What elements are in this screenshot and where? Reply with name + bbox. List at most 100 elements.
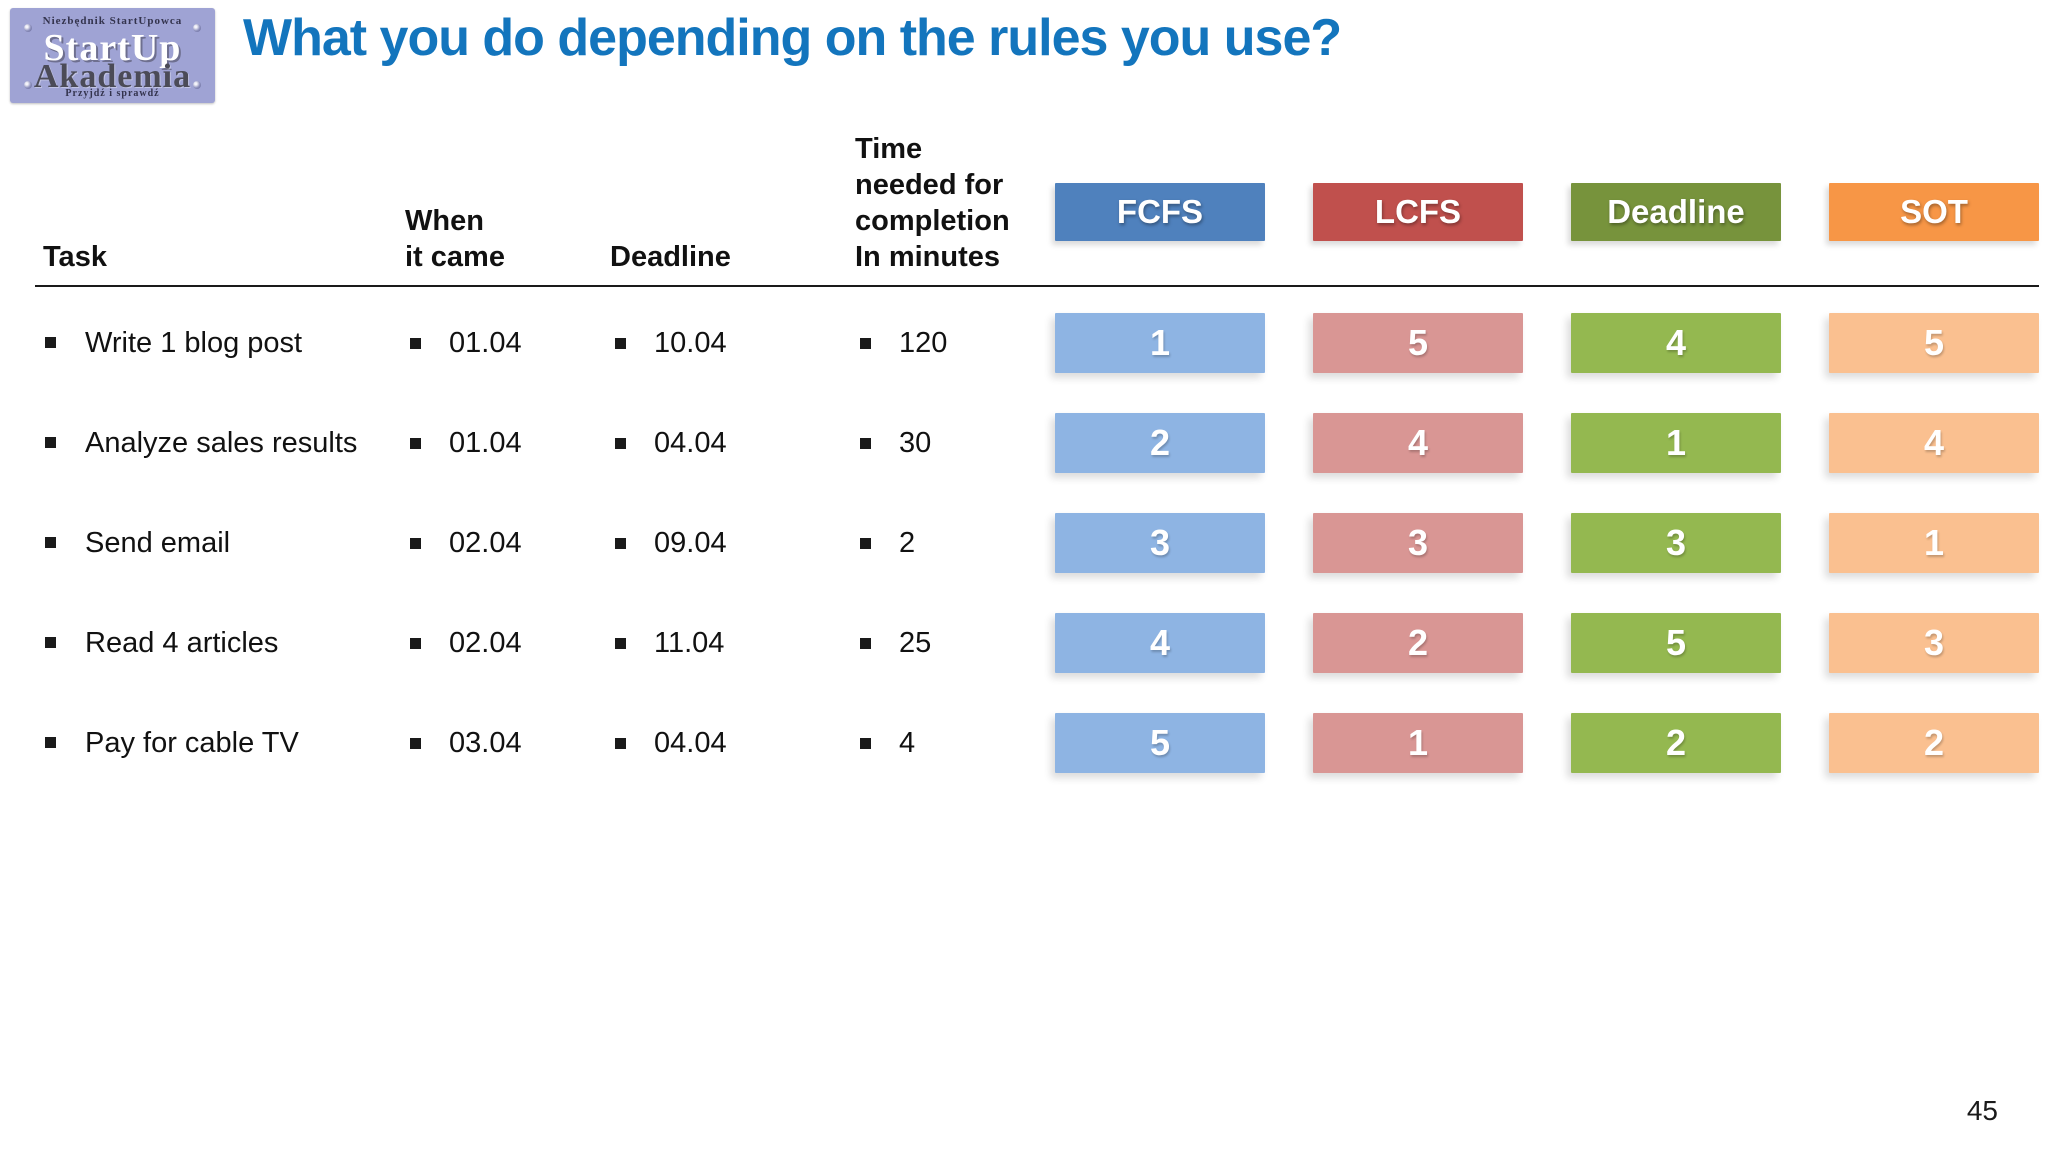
minutes-value: 4 [899,727,916,759]
when-it-came-cell: 01.04 [405,422,610,464]
sot-rank-badge: 2 [1829,713,2039,773]
minutes-cell: 25 [855,622,1055,664]
rule-header-cell: LCFS [1313,183,1571,285]
sot-rank-badge: 3 [1829,613,2039,673]
task-label: Read 4 articles [85,627,279,659]
column-header-task: Task [43,241,107,273]
bullet-square-icon [860,338,871,349]
rank-cell: 3 [1829,613,2039,673]
when-it-came-value: 02.04 [449,627,522,659]
rank-cell: 4 [1313,413,1571,473]
minutes-cell: 4 [855,722,1055,764]
rank-cell: 4 [1055,613,1313,673]
slide-title: What you do depending on the rules you u… [243,9,1342,67]
rule-header-fcfs: FCFS [1055,183,1265,241]
deadline-cell: 10.04 [610,322,855,364]
sot-rank-badge: 5 [1829,313,2039,373]
task-label: Analyze sales results [85,427,358,459]
bullet-square-icon [410,338,421,349]
header-time-line3: completion [855,205,1010,237]
rule-header-cell: SOT [1829,183,2039,285]
rank-cell: 5 [1055,713,1313,773]
bullet-square-icon [860,538,871,549]
deadline-value: 09.04 [654,527,727,559]
bullet-square-icon [45,637,56,648]
bullet-square-icon [45,337,56,348]
table-header-row: Task When it came Deadline Time needed f… [35,110,2039,287]
startup-akademia-logo: Niezbędnik StartUpowca StartUp Akademia … [10,8,215,103]
sot-rank-badge: 1 [1829,513,2039,573]
rank-cell: 1 [1313,713,1571,773]
table-row: Write 1 blog post 01.04 10.04 120 1 5 4 … [35,293,2039,393]
bullet-square-icon [860,438,871,449]
deadline-value: 11.04 [654,627,725,659]
rule-header-cell: FCFS [1055,183,1313,285]
fcfs-rank-badge: 5 [1055,713,1265,773]
minutes-value: 120 [899,327,948,359]
lcfs-rank-badge: 4 [1313,413,1523,473]
task-cell: Read 4 articles [35,621,405,665]
rule-header-deadline: Deadline [1571,183,1781,241]
task-cell: Analyze sales results [35,421,405,465]
task-cell: Write 1 blog post [35,321,405,365]
when-it-came-value: 01.04 [449,327,522,359]
header-time-line4: In minutes [855,241,1001,273]
rank-cell: 1 [1055,313,1313,373]
bullet-square-icon [860,638,871,649]
deadline-value: 04.04 [654,427,727,459]
minutes-cell: 120 [855,322,1055,364]
lcfs-rank-badge: 5 [1313,313,1523,373]
deadline-value: 10.04 [654,327,727,359]
deadline-rank-badge: 3 [1571,513,1781,573]
rank-cell: 1 [1571,413,1829,473]
minutes-cell: 30 [855,422,1055,464]
sot-rank-badge: 4 [1829,413,2039,473]
deadline-cell: 04.04 [610,422,855,464]
table-row: Analyze sales results 01.04 04.04 30 2 4… [35,393,2039,493]
rank-cell: 3 [1313,513,1571,573]
bullet-square-icon [45,737,56,748]
bullet-square-icon [410,738,421,749]
table-body: Write 1 blog post 01.04 10.04 120 1 5 4 … [35,287,2039,793]
deadline-rank-badge: 4 [1571,313,1781,373]
bullet-square-icon [860,738,871,749]
bullet-square-icon [410,538,421,549]
bullet-square-icon [615,638,626,649]
bullet-square-icon [410,438,421,449]
deadline-cell: 11.04 [610,622,855,664]
logo-name-line1: StartUp [43,27,182,69]
bullet-square-icon [410,638,421,649]
bullet-square-icon [45,537,56,548]
task-label: Write 1 blog post [85,327,303,359]
lcfs-rank-badge: 2 [1313,613,1523,673]
screw-icon [193,81,201,89]
lcfs-rank-badge: 1 [1313,713,1523,773]
column-header-time-needed: Time needed for completion In minutes [855,131,1055,285]
bullet-square-icon [615,338,626,349]
logo-tagline-top: Niezbędnik StartUpowca [42,15,183,27]
fcfs-rank-badge: 3 [1055,513,1265,573]
bullet-square-icon [615,438,626,449]
column-header-when-it-came: When it came [405,203,610,285]
header-when-line1: When [405,205,484,237]
rank-cell: 2 [1829,713,2039,773]
screw-icon [193,24,201,32]
when-it-came-cell: 02.04 [405,522,610,564]
deadline-rank-badge: 2 [1571,713,1781,773]
rank-cell: 2 [1055,413,1313,473]
fcfs-rank-badge: 4 [1055,613,1265,673]
deadline-rank-badge: 1 [1571,413,1781,473]
rank-cell: 2 [1313,613,1571,673]
header-time-line1: Time [855,133,923,165]
task-label: Send email [85,527,231,559]
table-row: Send email 02.04 09.04 2 3 3 3 1 [35,493,2039,593]
table-row: Read 4 articles 02.04 11.04 25 4 2 5 3 [35,593,2039,693]
minutes-cell: 2 [855,522,1055,564]
deadline-cell: 09.04 [610,522,855,564]
page-number: 45 [1966,1095,1998,1126]
minutes-value: 25 [899,627,932,659]
column-header-deadline: Deadline [610,241,731,273]
task-cell: Pay for cable TV [35,721,405,765]
lcfs-rank-badge: 3 [1313,513,1523,573]
fcfs-rank-badge: 2 [1055,413,1265,473]
